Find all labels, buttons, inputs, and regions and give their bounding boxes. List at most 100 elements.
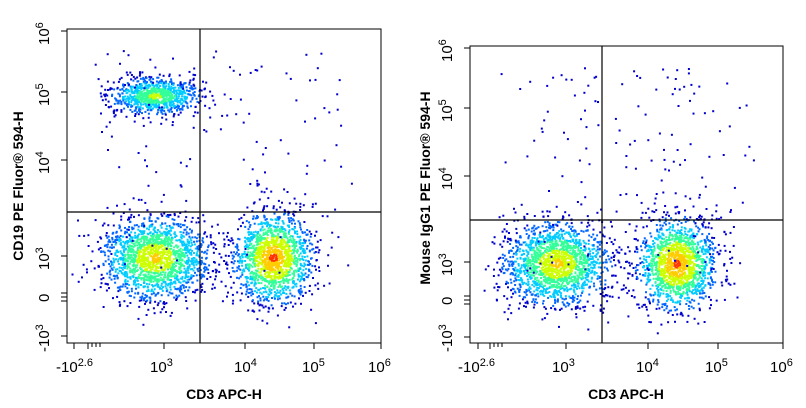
event-dot bbox=[245, 277, 248, 280]
event-dot bbox=[151, 90, 153, 92]
event-dot bbox=[533, 267, 536, 270]
event-dot bbox=[158, 96, 161, 99]
event-dot bbox=[265, 238, 268, 241]
event-dot bbox=[133, 240, 136, 242]
event-dot bbox=[611, 225, 613, 228]
event-dot bbox=[146, 87, 149, 90]
event-dot bbox=[135, 102, 138, 105]
event-dot bbox=[269, 251, 272, 254]
event-dot bbox=[154, 97, 157, 100]
event-dot bbox=[599, 255, 602, 258]
event-dot bbox=[302, 294, 304, 297]
event-dot bbox=[190, 252, 192, 254]
event-dot bbox=[142, 254, 145, 257]
event-dot bbox=[570, 270, 573, 273]
event-dot bbox=[179, 212, 182, 214]
event-dot bbox=[128, 83, 130, 86]
event-dot bbox=[182, 86, 184, 89]
event-dot bbox=[139, 102, 142, 105]
event-dot bbox=[547, 215, 550, 218]
event-dot bbox=[589, 263, 592, 266]
event-dot bbox=[565, 246, 568, 249]
event-dot bbox=[187, 261, 190, 264]
event-dot bbox=[155, 266, 158, 269]
event-dot bbox=[167, 262, 170, 265]
event-dot bbox=[119, 235, 122, 237]
event-dot bbox=[289, 266, 292, 269]
event-dot bbox=[141, 248, 144, 251]
event-dot bbox=[286, 257, 289, 260]
event-dot bbox=[145, 93, 148, 96]
event-dot bbox=[295, 257, 298, 259]
event-dot bbox=[136, 244, 139, 247]
event-dot bbox=[186, 260, 188, 263]
event-dot bbox=[197, 244, 200, 247]
event-dot bbox=[141, 71, 144, 74]
event-dot bbox=[179, 272, 181, 275]
event-dot bbox=[130, 96, 133, 99]
event-dot bbox=[190, 262, 193, 265]
event-dot bbox=[176, 239, 179, 242]
event-dot bbox=[144, 99, 147, 102]
event-dot bbox=[137, 214, 140, 217]
event-dot bbox=[157, 82, 160, 85]
event-dot bbox=[162, 100, 165, 103]
event-dot bbox=[291, 260, 294, 262]
event-dot bbox=[185, 274, 188, 277]
event-dot bbox=[204, 263, 207, 266]
event-dot bbox=[169, 234, 172, 237]
event-dot bbox=[148, 75, 151, 78]
event-dot bbox=[262, 306, 265, 309]
event-dot bbox=[139, 296, 142, 299]
event-dot bbox=[132, 227, 135, 230]
event-dot bbox=[584, 248, 587, 251]
event-dot bbox=[130, 231, 133, 234]
event-dot bbox=[284, 236, 287, 239]
event-dot bbox=[120, 102, 123, 105]
event-dot bbox=[295, 242, 297, 245]
event-dot bbox=[140, 297, 143, 300]
event-dot bbox=[232, 270, 235, 273]
event-dot bbox=[284, 285, 287, 288]
event-dot bbox=[257, 302, 260, 305]
event-dot bbox=[157, 108, 160, 111]
event-dot bbox=[158, 266, 161, 269]
event-dot bbox=[277, 249, 280, 251]
event-dot bbox=[245, 290, 248, 293]
event-dot bbox=[586, 283, 588, 286]
event-dot bbox=[184, 219, 187, 222]
event-dot bbox=[610, 241, 613, 243]
event-dot bbox=[587, 239, 590, 242]
left-plot-events bbox=[71, 50, 353, 329]
event-dot bbox=[127, 251, 130, 254]
event-dot bbox=[105, 232, 108, 234]
event-dot bbox=[118, 301, 121, 304]
event-dot bbox=[164, 248, 167, 251]
event-dot bbox=[159, 276, 162, 279]
event-dot bbox=[115, 249, 118, 252]
event-dot bbox=[163, 251, 165, 254]
event-dot bbox=[556, 266, 559, 269]
event-dot bbox=[168, 249, 171, 252]
event-dot bbox=[195, 240, 198, 243]
event-dot bbox=[179, 108, 182, 111]
event-dot bbox=[195, 254, 198, 257]
event-dot bbox=[132, 276, 135, 279]
event-dot bbox=[160, 287, 163, 290]
event-dot bbox=[524, 266, 527, 269]
event-dot bbox=[246, 281, 249, 284]
event-dot bbox=[114, 114, 117, 117]
event-dot bbox=[316, 67, 319, 70]
event-dot bbox=[300, 244, 303, 247]
event-dot bbox=[185, 165, 188, 168]
event-dot bbox=[163, 253, 166, 255]
event-dot bbox=[209, 276, 212, 278]
event-dot bbox=[175, 297, 178, 300]
sparse-events bbox=[97, 50, 353, 275]
event-dot bbox=[292, 213, 295, 216]
event-dot bbox=[568, 233, 570, 235]
event-dot bbox=[187, 271, 190, 274]
event-dot bbox=[301, 242, 304, 244]
event-dot bbox=[211, 283, 214, 286]
event-dot bbox=[102, 262, 105, 265]
